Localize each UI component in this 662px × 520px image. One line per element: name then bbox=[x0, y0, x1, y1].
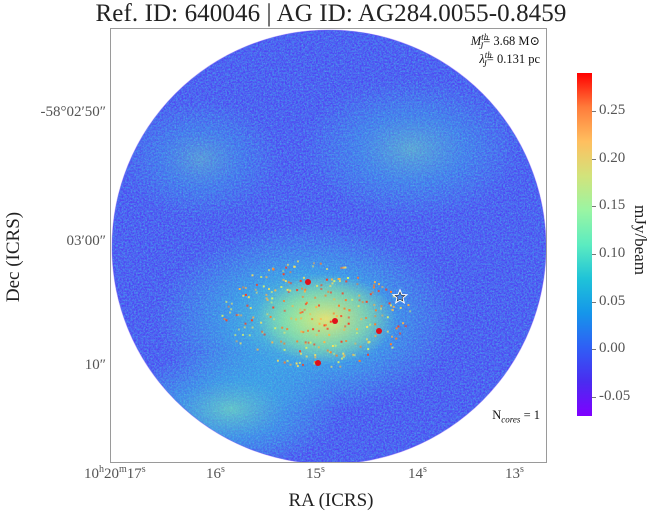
ytick-label: -58°02′50″ bbox=[40, 104, 106, 120]
colorbar-tick-label: 0.20 bbox=[599, 149, 626, 166]
plot-area: MthJ= 3.68 M⊙ λthJ= 0.131 pc Ncores = 1 bbox=[110, 28, 547, 463]
colorbar bbox=[577, 73, 592, 416]
y-axis-label: Dec (ICRS) bbox=[3, 211, 24, 303]
ytick-label: 03′00″ bbox=[66, 233, 106, 249]
colorbar-tick-label: -0.05 bbox=[599, 387, 631, 404]
colorbar-tick-mark bbox=[592, 349, 596, 351]
colorbar-tick-label: 0.25 bbox=[599, 102, 626, 119]
colorbar-tick-label: 0.15 bbox=[599, 197, 626, 214]
figure-title: Ref. ID: 640046 | AG ID: AG284.0055-0.84… bbox=[95, 0, 567, 27]
jeans-mass-annotation: MthJ= 3.68 M⊙ bbox=[470, 32, 540, 51]
colorbar-tick-mark bbox=[592, 158, 596, 160]
colorbar-tick-label: 0.00 bbox=[599, 340, 626, 357]
colorbar-tick-mark bbox=[592, 206, 596, 208]
intensity-map bbox=[111, 29, 546, 462]
xtick-label: 15s bbox=[306, 464, 325, 482]
map-disc bbox=[112, 30, 546, 462]
colorbar-tick-mark bbox=[592, 111, 596, 113]
star-marker-icon bbox=[391, 288, 409, 305]
colorbar-label: mJy/beam bbox=[631, 205, 650, 275]
ytick-label: 10″ bbox=[84, 357, 106, 373]
xtick-label: 10h20m17s bbox=[84, 464, 146, 482]
bright-pixels bbox=[221, 260, 412, 368]
colorbar-tick-mark bbox=[592, 301, 596, 303]
x-axis-label: RA (ICRS) bbox=[288, 490, 374, 511]
xtick-label: 14s bbox=[408, 464, 427, 482]
jeans-length-annotation: λthJ= 0.131 pc bbox=[479, 50, 540, 69]
colorbar-tick-mark bbox=[592, 396, 596, 398]
xtick-label: 16s bbox=[206, 464, 225, 482]
ncores-annotation: Ncores = 1 bbox=[492, 408, 540, 425]
colorbar-tick-label: 0.10 bbox=[599, 245, 626, 262]
xtick-label: 13s bbox=[505, 464, 524, 482]
colorbar-tick-mark bbox=[592, 254, 596, 256]
colorbar-tick-label: 0.05 bbox=[599, 292, 626, 309]
